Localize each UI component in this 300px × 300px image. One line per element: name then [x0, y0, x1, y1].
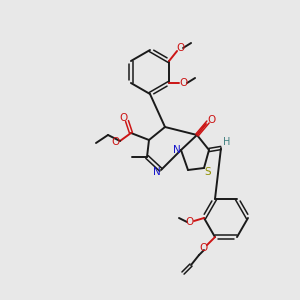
Text: O: O — [179, 78, 187, 88]
Text: O: O — [112, 137, 120, 147]
Text: S: S — [205, 167, 211, 177]
Text: O: O — [120, 113, 128, 123]
Text: O: O — [176, 43, 184, 53]
Text: N: N — [153, 167, 161, 177]
Text: H: H — [223, 137, 231, 147]
Text: O: O — [186, 217, 194, 227]
Text: N: N — [173, 145, 181, 155]
Text: O: O — [200, 243, 208, 253]
Text: O: O — [208, 115, 216, 125]
